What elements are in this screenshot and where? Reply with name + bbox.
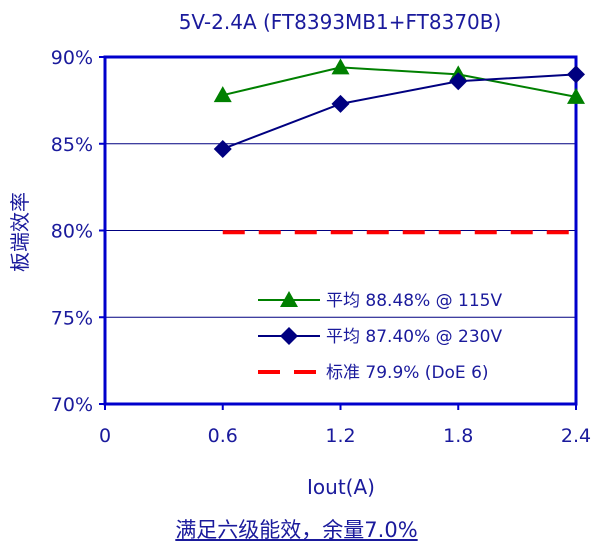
legend-label: 标准 79.9% (DoE 6) <box>326 363 489 383</box>
legend-label: 平均 88.48% @ 115V <box>326 291 502 311</box>
data-point <box>567 65 585 84</box>
data-point <box>567 87 585 104</box>
series-line <box>222 66 577 98</box>
legend-item: 平均 88.48% @ 115V <box>258 291 502 311</box>
data-point <box>213 139 232 158</box>
chart-title: 5V-2.4A (FT8393MB1+FT8370B) <box>179 10 502 34</box>
legend-label: 平均 87.40% @ 230V <box>326 327 502 347</box>
data-point <box>331 94 350 113</box>
x-tick-label: 1.2 <box>325 425 355 447</box>
y-tick-label: 85% <box>51 134 93 156</box>
x-tick-label: 0.6 <box>208 425 238 447</box>
efficiency-caption: 满足六级能效，余量7.0% <box>175 518 418 542</box>
series-line <box>222 73 577 150</box>
x-tick-label: 1.8 <box>443 425 473 447</box>
data-point <box>213 86 232 103</box>
y-axis-label: 板端效率 <box>8 192 32 272</box>
series-0 <box>213 58 585 104</box>
x-tick-label: 2.4 <box>561 425 591 447</box>
y-tick-label: 70% <box>51 394 93 416</box>
y-tick-label: 90% <box>51 47 93 69</box>
legend-item: 标准 79.9% (DoE 6) <box>258 363 489 383</box>
legend-marker <box>280 327 298 345</box>
y-tick-label: 80% <box>51 221 93 243</box>
legend-marker <box>280 291 298 307</box>
legend-item: 平均 87.40% @ 230V <box>258 327 502 347</box>
data-point <box>449 72 468 91</box>
y-tick-label: 75% <box>51 307 93 329</box>
x-tick-label: 0 <box>99 425 111 447</box>
data-point <box>331 58 350 75</box>
series-1 <box>213 65 585 158</box>
x-axis-label: Iout(A) <box>307 475 375 499</box>
